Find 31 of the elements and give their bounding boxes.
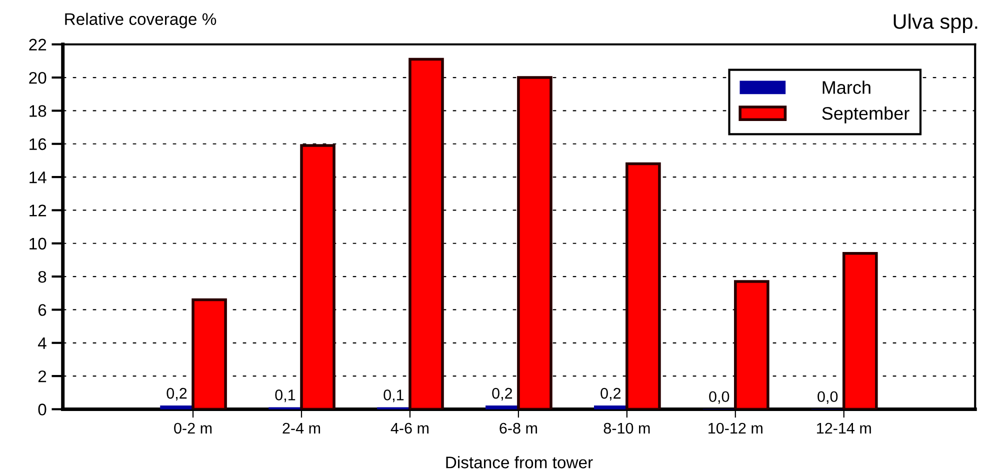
- x-tick-label: 12-14 m: [817, 422, 871, 434]
- x-tick-label: 6-8 m: [500, 422, 537, 434]
- x-tick-label: 8-10 m: [604, 422, 650, 434]
- legend-label: March: [822, 80, 870, 94]
- data-label: 0,0: [709, 391, 730, 404]
- x-axis-title: Distance from tower: [446, 456, 593, 468]
- y-tick-label: 2: [38, 370, 46, 382]
- x-tick-label: 2-4 m: [282, 422, 320, 434]
- chart-title: Ulva spp.: [894, 14, 978, 34]
- y-tick-label: 10: [30, 238, 46, 250]
- x-tick-label: 0-2 m: [174, 422, 212, 434]
- data-label: 0,2: [166, 388, 187, 401]
- y-tick-label: 16: [30, 138, 46, 150]
- y-axis-title: Relative coverage %: [65, 12, 216, 28]
- data-label: 0,2: [600, 388, 620, 401]
- y-tick-label: 6: [38, 304, 46, 316]
- y-tick-label: 0: [38, 404, 46, 416]
- y-tick-label: 18: [30, 105, 46, 117]
- data-label: 0,1: [384, 390, 404, 402]
- data-label: 0,1: [275, 390, 296, 402]
- y-tick-label: 8: [38, 270, 46, 283]
- y-tick-label: 4: [38, 337, 46, 349]
- data-label: 0,0: [818, 391, 838, 404]
- data-label: 0,2: [492, 388, 512, 401]
- y-tick-label: 12: [30, 204, 46, 216]
- x-tick-label: 10-12 m: [708, 422, 762, 434]
- y-tick-label: 14: [30, 172, 46, 184]
- x-tick-label: 4-6 m: [390, 422, 428, 434]
- y-tick-label: 20: [29, 72, 46, 84]
- legend-label: September: [822, 106, 910, 124]
- y-tick-label: 22: [29, 38, 46, 50]
